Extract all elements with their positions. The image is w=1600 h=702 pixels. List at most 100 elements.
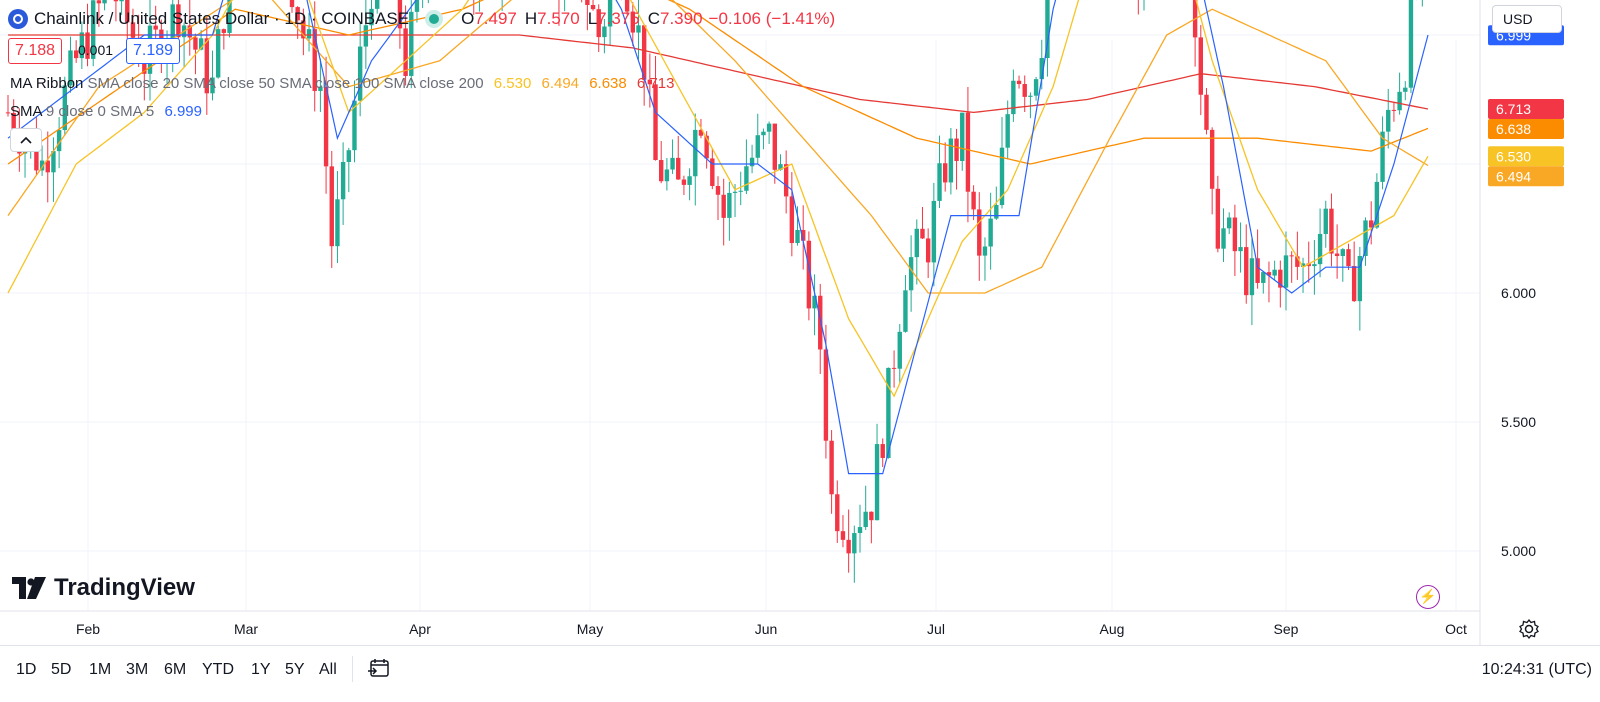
ma20-value: 6.530 [493,75,532,92]
timeframe-1d[interactable]: 1D [16,661,37,678]
candle-body [68,50,73,86]
candle-body [375,0,380,9]
candle-body [965,112,971,192]
indicator-price-label: 6.638 [1496,121,1531,137]
calendar-range-icon[interactable] [368,658,390,678]
timeframe-1y[interactable]: 1Y [251,661,271,678]
candle-body [829,440,834,495]
candle-body [681,179,687,185]
settings-gear-icon[interactable] [1518,618,1540,640]
candle-body [1363,220,1368,256]
candle-body [204,38,209,94]
candle-body [119,0,124,2]
candle-body [596,9,601,38]
timeframe-all[interactable]: All [319,661,337,678]
timeframe-6m[interactable]: 6M [164,661,187,678]
candle-body [142,62,147,74]
candle-body [1334,253,1340,257]
timeframe-ytd[interactable]: YTD [202,661,234,678]
candle-body [977,209,982,256]
candle-body [823,349,829,441]
candle-body [1357,255,1363,302]
candle-body [607,0,613,27]
market-status-icon[interactable] [429,14,440,24]
timeframe-1m[interactable]: 1M [89,661,112,678]
candle-body [948,138,954,183]
timeframe-3m[interactable]: 3M [126,661,149,678]
buy-price-box[interactable]: 7.189 [126,38,181,64]
candle-body [943,163,948,183]
candle-body [647,79,653,85]
ma50-value: 6.494 [541,75,580,92]
close-value: 7.390 [660,9,703,28]
timeframe-5d[interactable]: 5D [51,661,72,678]
collapse-legend-button[interactable] [10,128,42,152]
candle-body [295,7,300,21]
candle-body [403,28,408,76]
candle-body [721,194,726,218]
candle-body [1244,247,1249,296]
candle-body [11,112,16,136]
candle-body [999,147,1005,206]
indicator-price-tag [1488,99,1564,120]
ma50-line [7,0,1429,294]
spread-value: 0.001 [78,42,114,58]
symbol-title[interactable]: Chainlink / United States Dollar · 1D · … [34,9,410,28]
sma-params: 9 close 0 SMA 5 [45,103,155,120]
sma-value: 6.999 [164,103,202,120]
y-tick-label: 5.500 [1501,414,1536,430]
ma200-value: 6.713 [636,75,675,92]
candle-body [301,20,306,39]
currency-selector[interactable]: USD [1492,5,1562,33]
candle-body [960,112,965,162]
candle-body [1369,220,1374,228]
candle-body [56,130,62,152]
toolbar-divider [352,656,353,682]
x-tick-label: May [577,621,603,637]
candle-body [335,199,340,247]
candle-body [176,4,181,38]
candle-body [766,123,772,132]
candle-body [732,191,738,193]
candle-body [778,164,783,170]
timeframe-5y[interactable]: 5Y [285,661,305,678]
price-chart[interactable]: 5.0005.5006.0007.5008.0008.500FebMarAprM… [0,0,1600,645]
candle-body [340,161,346,200]
candle-body [806,240,812,309]
candle-body [346,150,351,162]
x-tick-label: Sep [1274,621,1299,637]
candle-body [897,331,902,369]
candle-body [659,160,664,182]
sma-legend[interactable]: SMA 9 close 0 SMA 5 6.999 [10,103,202,120]
candle-body [971,191,976,210]
candle-body [1039,58,1044,80]
candle-body [585,0,590,5]
candle-body [749,157,755,167]
candle-body [857,527,863,534]
brand-name: TradingView [54,574,195,601]
candle-body [39,160,45,171]
candle-body [221,29,227,33]
ma-ribbon-name: MA Ribbon [10,75,84,92]
low-label: L [587,9,598,28]
candle-body [920,228,925,239]
candle-body [1397,91,1402,111]
candle-body [670,157,675,170]
candle-body [1249,258,1255,296]
candle-body [1306,263,1311,267]
candle-body [772,123,777,170]
candle-body [96,0,102,4]
candle-body [1022,84,1027,97]
ma-ribbon-legend[interactable]: MA Ribbon SMA close 20 SMA close 50 SMA … [10,75,674,92]
candle-body [863,511,868,528]
x-tick-label: Mar [234,621,258,637]
candle-body [1033,79,1039,96]
candle-body [1351,266,1357,302]
candle-body [193,37,198,50]
high-label: H [524,9,538,28]
candle-body [880,444,885,458]
candle-body [62,85,67,131]
candle-body [51,151,56,173]
lightning-icon[interactable]: ⚡ [1416,585,1440,609]
sell-price-box[interactable]: 7.188 [8,38,63,64]
